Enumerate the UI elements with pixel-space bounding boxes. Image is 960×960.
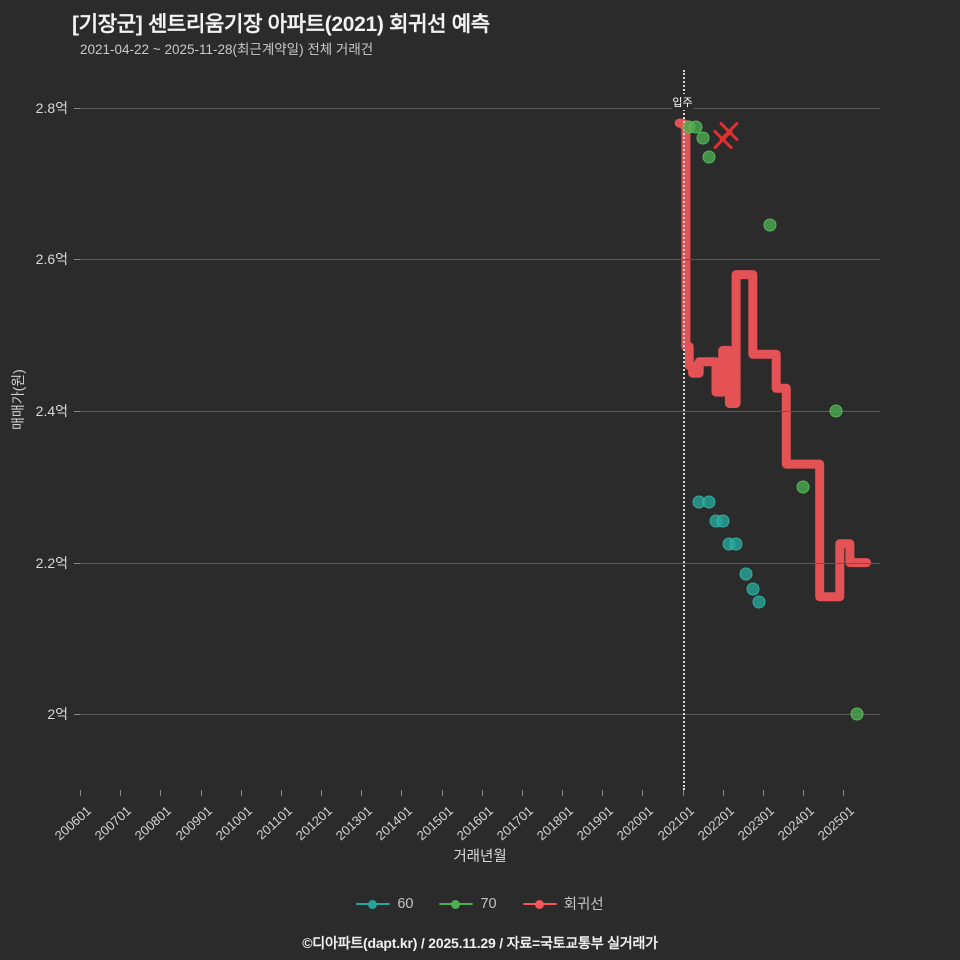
scatter-point-70 xyxy=(850,707,864,721)
x-tick-mark xyxy=(80,790,81,796)
x-tick-mark xyxy=(401,790,403,796)
scatter-point-70 xyxy=(763,218,777,232)
x-tick-mark xyxy=(361,790,363,796)
y-gridline xyxy=(80,411,880,413)
y-gridline xyxy=(80,107,880,109)
scatter-point-70 xyxy=(689,120,703,134)
y-tick-label: 2.2억 xyxy=(35,554,68,571)
x-tick-mark xyxy=(762,790,764,796)
x-tick-mark xyxy=(521,790,523,796)
legend-item-60[interactable]: 60 xyxy=(356,896,413,912)
x-tick-mark xyxy=(160,790,162,796)
x-tick-mark xyxy=(642,790,644,796)
y-tick-mark xyxy=(74,714,80,716)
move-in-label: 입주 xyxy=(671,94,694,110)
y-tick-label: 2.6억 xyxy=(35,251,68,268)
y-tick-mark xyxy=(74,562,80,564)
legend-swatch-icon xyxy=(522,898,557,910)
chart-legend: 60 70 회귀선 xyxy=(0,893,960,914)
x-tick-mark xyxy=(562,790,563,796)
scatter-point-70 xyxy=(702,150,716,164)
scatter-point-60 xyxy=(702,495,716,509)
x-axis-title: 거래년월 xyxy=(453,849,507,865)
x-tick-mark xyxy=(280,790,282,796)
scatter-point-60 xyxy=(716,514,730,528)
x-tick-mark xyxy=(240,790,242,796)
y-tick-mark xyxy=(74,411,80,413)
scatter-point-70 xyxy=(696,131,710,145)
x-tick-mark xyxy=(722,790,724,796)
x-tick-mark xyxy=(602,790,604,796)
plot-area: 200601 200701 200801 200901 201001 201101 2012… xyxy=(52,70,880,843)
x-tick-mark xyxy=(200,790,202,796)
x-tick-mark xyxy=(803,790,804,796)
scatter-point-60 xyxy=(752,595,766,609)
scatter-point-60 xyxy=(739,567,753,581)
legend-label: 70 xyxy=(480,895,497,912)
legend-swatch-icon xyxy=(439,898,474,910)
legend-label: 회귀선 xyxy=(563,897,604,913)
y-tick-label: 2.4억 xyxy=(35,403,68,420)
y-tick-mark xyxy=(74,107,80,109)
page-title: [기장군] 센트리움기장 아파트(2021) 회귀선 예측 xyxy=(72,13,490,36)
move-in-vertical-line xyxy=(682,70,685,790)
x-tick-mark xyxy=(441,790,443,796)
scatter-point-60 xyxy=(729,537,743,551)
footer-credit: ©디아파트(dapt.kr) / 2025.11.29 / 자료=국토교통부 실… xyxy=(302,935,658,951)
x-tick-mark xyxy=(682,790,684,796)
regression-path xyxy=(674,118,872,602)
y-tick-mark xyxy=(74,259,80,261)
y-gridline xyxy=(80,562,880,564)
scatter-point-70 xyxy=(796,480,810,494)
scatter-point-70 xyxy=(829,404,843,418)
x-tick-mark xyxy=(843,790,845,796)
legend-label: 60 xyxy=(397,895,414,912)
y-axis-title: 매매가(원) xyxy=(10,369,26,430)
regression-line xyxy=(674,118,872,602)
x-tick-mark xyxy=(120,790,122,796)
legend-swatch-icon xyxy=(356,898,391,910)
x-tick-mark xyxy=(481,790,483,796)
y-tick-label: 2.8억 xyxy=(35,99,68,116)
legend-item-회귀선[interactable]: 회귀선 xyxy=(522,893,604,914)
y-gridline xyxy=(80,714,880,716)
y-gridline xyxy=(80,259,880,261)
y-tick-label: 2억 xyxy=(47,706,68,723)
scatter-point-60 xyxy=(746,582,760,596)
x-tick-mark xyxy=(321,790,322,796)
legend-item-70[interactable]: 70 xyxy=(439,895,497,912)
page-subtitle: 2021-04-22 ~ 2025-11-28(최근계약일) 전체 거래건 xyxy=(80,42,374,57)
